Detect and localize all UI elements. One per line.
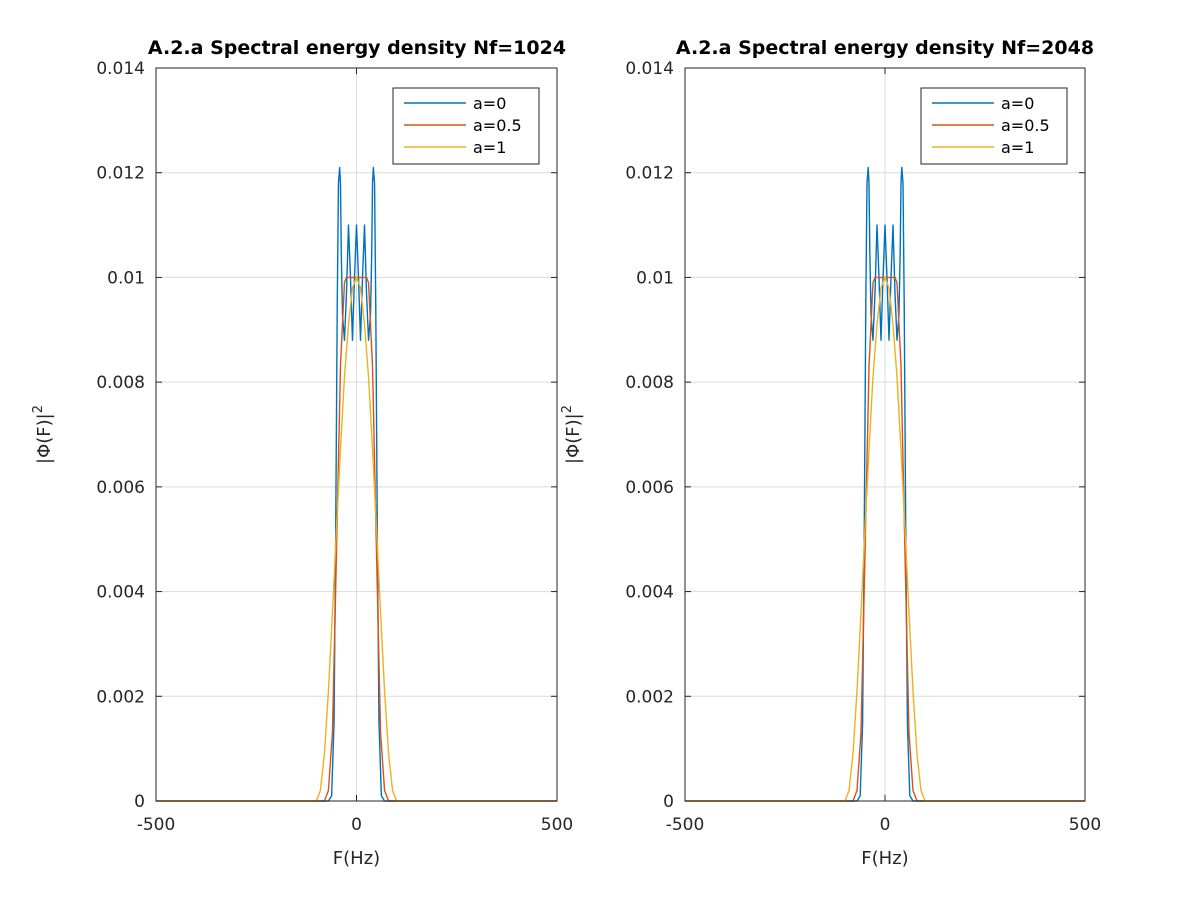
x-tick-label: 0 (880, 815, 891, 835)
y-tick-label: 0.012 (625, 164, 674, 184)
y-tick-label: 0.006 (625, 478, 674, 498)
legend-label: a=0.5 (1001, 116, 1050, 135)
legend-label: a=0 (1001, 94, 1034, 113)
series-line-a-0 (685, 166, 1085, 802)
x-tick-label: 500 (541, 815, 573, 835)
y-tick-label: 0.004 (625, 583, 674, 603)
y-tick-label: 0.014 (96, 59, 145, 79)
legend-box (920, 87, 1068, 165)
legend-box (392, 87, 540, 165)
y-tick-label: 0.01 (636, 268, 674, 288)
y-tick-label: 0.01 (107, 268, 145, 288)
chart-title: A.2.a Spectral energy density Nf=1024 (148, 37, 566, 59)
x-axis-label: F(Hz) (861, 848, 908, 869)
y-tick-label: 0.008 (96, 373, 145, 393)
series-line-a-0 (156, 166, 557, 802)
chart-title: A.2.a Spectral energy density Nf=2048 (676, 37, 1094, 59)
x-tick-label: -500 (137, 815, 176, 835)
x-tick-label: 0 (351, 815, 362, 835)
legend-label: a=0 (473, 94, 506, 113)
y-tick-label: 0 (663, 792, 674, 812)
x-tick-label: -500 (666, 815, 705, 835)
y-tick-label: 0.014 (625, 59, 674, 79)
legend-label: a=0.5 (473, 116, 522, 135)
x-tick-label: 500 (1069, 815, 1101, 835)
legend: a=0 a=0.5 a=1 (920, 87, 1068, 165)
y-tick-label: 0.006 (96, 478, 145, 498)
chart-nf-2048: A.2.a Spectral energy density Nf=2048 0 0… (560, 37, 1101, 869)
legend-label: a=1 (473, 138, 506, 157)
legend-label: a=1 (1001, 138, 1034, 157)
y-tick-label: 0.004 (96, 583, 145, 603)
x-axis-label: F(Hz) (333, 848, 380, 869)
series-line-a-1 (156, 276, 557, 802)
series-line-a-1 (685, 276, 1085, 802)
chart-nf-1024: A.2.a Spectral energy density Nf=1024 0 0… (31, 37, 573, 869)
y-axis-label: |Φ(F)|2 (560, 405, 584, 464)
legend: a=0 a=0.5 a=1 (392, 87, 540, 165)
y-tick-label: 0.008 (625, 373, 674, 393)
y-tick-label: 0 (134, 792, 145, 812)
y-tick-label: 0.002 (625, 687, 674, 707)
y-axis-label: |Φ(F)|2 (31, 405, 55, 464)
y-tick-label: 0.012 (96, 164, 145, 184)
y-tick-label: 0.002 (96, 687, 145, 707)
